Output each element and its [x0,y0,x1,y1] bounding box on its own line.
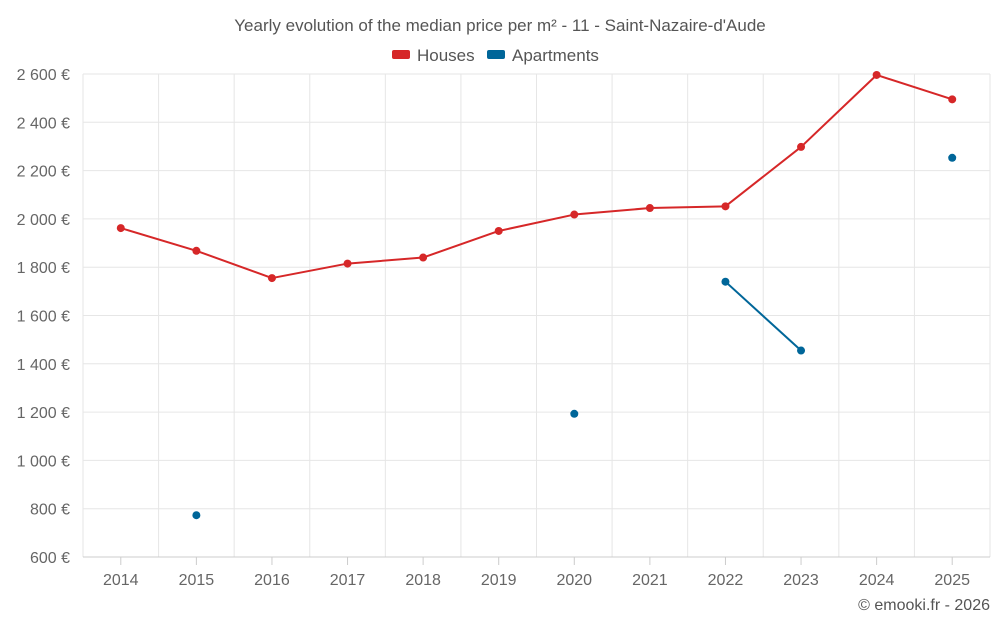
series-apartments [192,153,957,520]
chart-title: Yearly evolution of the median price per… [234,16,765,35]
x-tick-label: 2017 [330,572,366,589]
y-tick-label: 600 € [30,550,70,567]
houses-point[interactable] [721,202,730,211]
houses-point[interactable] [645,204,654,213]
x-tick-label: 2021 [632,572,668,589]
houses-point[interactable] [570,210,579,219]
y-tick-label: 1 600 € [17,309,70,326]
legend-label-houses: Houses [417,46,475,65]
x-axis: 2014 2015 2016 2017 2018 2019 2020 2021 2022 2023… [83,556,990,589]
series-houses [116,70,957,283]
y-tick-label: 1 400 € [17,357,70,374]
y-tick-label: 2 400 € [17,115,70,132]
x-tick-label: 2024 [859,572,895,589]
plot-area [116,70,957,520]
houses-point[interactable] [494,226,503,235]
x-tick-label: 2018 [405,572,441,589]
legend-swatch-apartments [487,50,505,59]
y-tick-label: 800 € [30,502,70,519]
y-tick-label: 2 200 € [17,164,70,181]
x-tick-label: 2015 [179,572,215,589]
legend-item-houses[interactable]: Houses [392,46,475,65]
apartments-point[interactable] [570,409,579,418]
legend-item-apartments[interactable]: Apartments [487,46,599,65]
houses-point[interactable] [872,70,881,79]
y-tick-label: 1 800 € [17,260,70,277]
legend: Houses Apartments [392,46,599,65]
y-tick-label: 2 600 € [17,67,70,84]
y-tick-label: 1 000 € [17,453,70,470]
y-tick-label: 1 200 € [17,405,70,422]
x-tick-label: 2020 [556,572,592,589]
houses-point[interactable] [797,142,806,151]
grid [82,73,991,557]
houses-point[interactable] [419,253,428,262]
legend-swatch-houses [392,50,410,59]
houses-point[interactable] [267,274,276,283]
houses-point[interactable] [343,259,352,268]
apartments-point[interactable] [948,153,957,162]
houses-point[interactable] [192,246,201,255]
houses-point[interactable] [116,224,125,233]
x-tick-label: 2022 [708,572,744,589]
legend-label-apartments: Apartments [512,46,599,65]
houses-line [120,73,953,280]
x-tick-label: 2023 [783,572,819,589]
x-tick-label: 2025 [934,572,970,589]
apartments-point[interactable] [192,511,201,520]
x-tick-label: 2019 [481,572,517,589]
apartments-point[interactable] [721,277,730,286]
x-tick-label: 2014 [103,572,139,589]
apartments-line [724,280,802,352]
credit-text[interactable]: © emooki.fr - 2026 [858,597,990,614]
apartments-point[interactable] [797,346,806,355]
x-tick-label: 2016 [254,572,290,589]
y-axis: 600 € 800 € 1 000 € 1 200 € 1 400 € 1 600 € 1 … [17,67,70,567]
y-tick-label: 2 000 € [17,212,70,229]
houses-point[interactable] [948,95,957,104]
